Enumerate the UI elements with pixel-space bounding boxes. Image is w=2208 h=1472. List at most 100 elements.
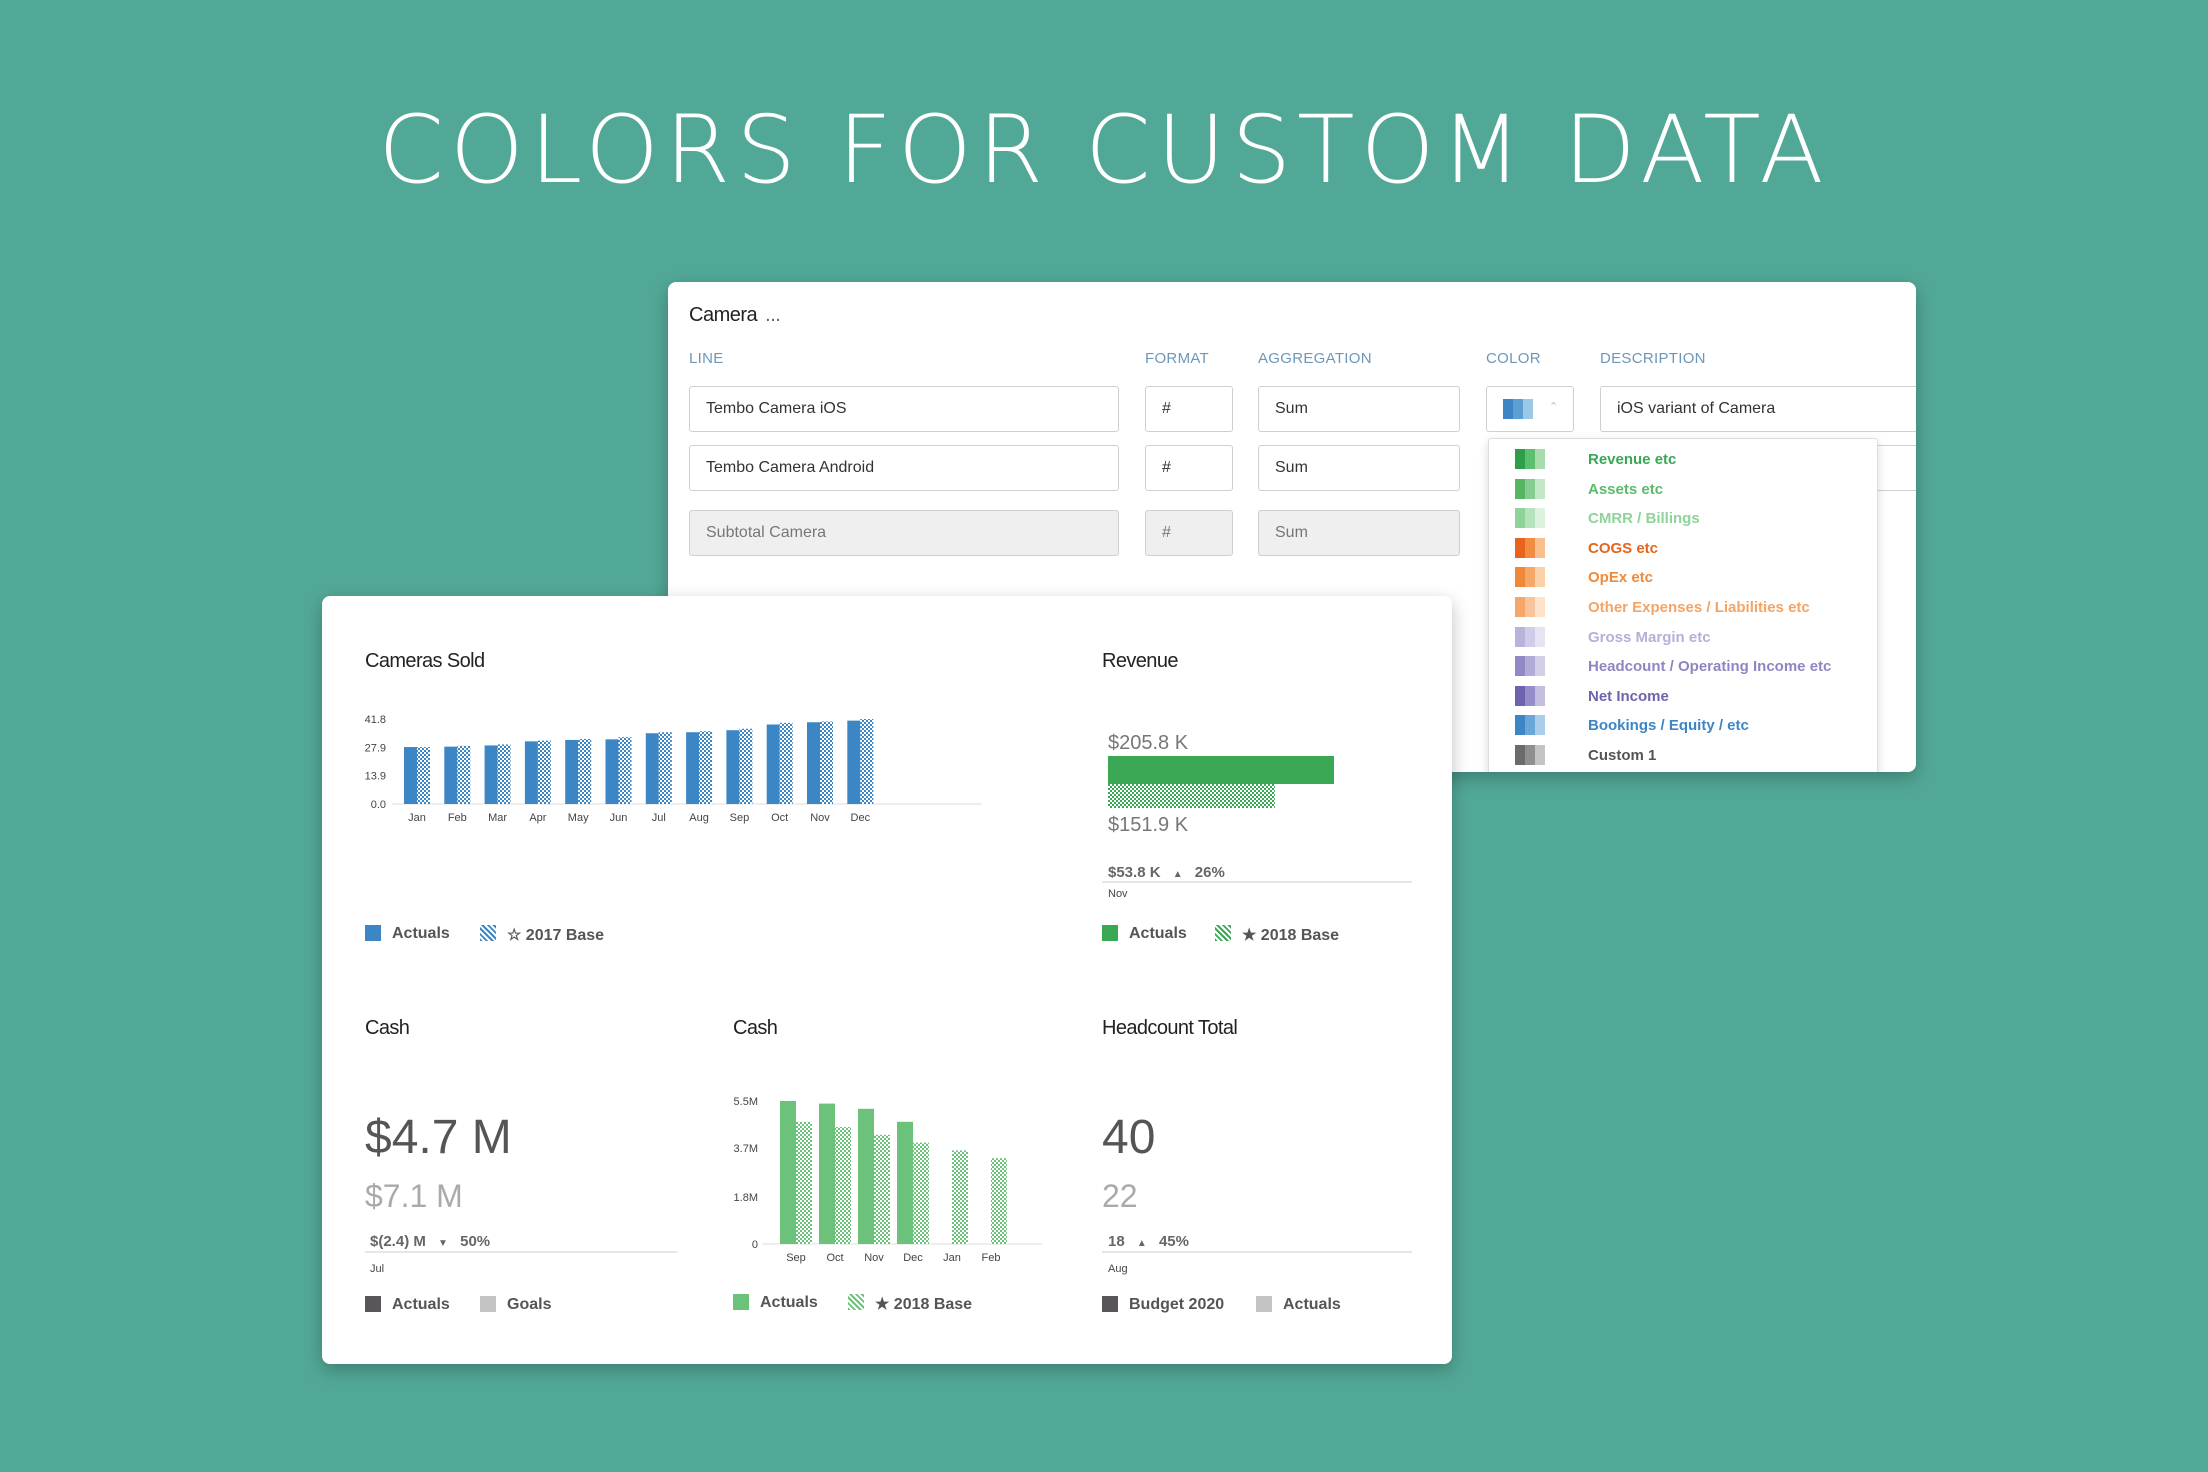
x-tick-label: Dec [903, 1252, 923, 1264]
color-option[interactable]: Custom 1 [1489, 741, 1877, 770]
bar-base [779, 722, 793, 804]
more-options-button[interactable]: ... [765, 304, 781, 326]
color-option[interactable]: CMRR / Billings [1489, 504, 1877, 533]
x-tick-label: Dec [851, 812, 871, 824]
column-header-aggregation: AGGREGATION [1258, 350, 1372, 367]
delta-value: $53.8 K [1108, 864, 1161, 881]
legend-label: Goals [507, 1296, 552, 1313]
legend-swatch-actuals [365, 925, 381, 941]
bar-base [417, 747, 430, 804]
bar-actuals [780, 1101, 796, 1244]
line-name-input[interactable]: Tembo Camera iOS [689, 386, 1119, 432]
aggregation-select[interactable]: Sum [1258, 445, 1460, 491]
swatch-color-1 [1515, 567, 1525, 588]
swatch-color-3 [1535, 715, 1545, 736]
swatch-color-3 [1535, 626, 1545, 647]
legend-swatch-base [848, 1294, 864, 1310]
format-input[interactable]: # [1145, 445, 1233, 491]
swatch-color-1 [1515, 745, 1525, 765]
description-input[interactable]: iOS variant of Camera [1600, 386, 1916, 432]
chart-title: Revenue [1102, 650, 1178, 672]
color-option-label: Net Income [1588, 687, 1669, 705]
color-option[interactable]: Bookings / Equity / etc [1489, 711, 1877, 740]
y-tick-label: 5.5M [734, 1096, 758, 1108]
bar-actuals [444, 746, 458, 804]
delta-percent: 50% [460, 1233, 491, 1250]
column-header-line: LINE [689, 350, 724, 367]
bar-base [835, 1127, 851, 1244]
format-input[interactable]: # [1145, 386, 1233, 432]
color-option[interactable]: Gross Margin etc [1489, 623, 1877, 652]
line-name-input[interactable]: Tembo Camera Android [689, 445, 1119, 491]
swatch-color-1 [1515, 715, 1525, 736]
bar-actuals [726, 730, 740, 804]
swatch-color-2 [1525, 656, 1535, 677]
swatch-color-1 [1515, 685, 1525, 706]
swatch-color-1 [1515, 449, 1525, 469]
divider [1102, 1251, 1412, 1253]
bar-base [699, 731, 713, 804]
bar-actuals [686, 732, 700, 804]
legend-label: ★ 2018 Base [1242, 927, 1340, 944]
legend-label: Actuals [392, 925, 450, 942]
color-option[interactable]: Revenue etc [1489, 445, 1877, 474]
chart-title: Headcount Total [1102, 1017, 1238, 1039]
x-tick-label: Aug [689, 812, 709, 824]
bar-actuals [766, 724, 780, 804]
period-label: Aug [1108, 1263, 1128, 1275]
color-option[interactable]: Assets etc [1489, 475, 1877, 504]
swatch-color-3 [1535, 685, 1545, 706]
y-tick-label: 3.7M [734, 1143, 758, 1155]
period-label: Nov [1108, 888, 1128, 900]
x-tick-label: Nov [864, 1252, 884, 1264]
color-option-label: Gross Margin etc [1588, 628, 1711, 646]
swatch-color-3 [1535, 745, 1545, 765]
bar-base [658, 732, 672, 804]
legend-swatch-budget [1102, 1296, 1118, 1312]
swatch-color-3 [1535, 656, 1545, 677]
column-header-description: DESCRIPTION [1600, 350, 1706, 367]
period-label: Jul [370, 1263, 385, 1275]
x-tick-label: Oct [826, 1252, 843, 1264]
x-tick-label: Jan [943, 1252, 961, 1264]
color-option[interactable]: OpEx etc [1489, 563, 1877, 592]
legend-swatch-actuals [1102, 925, 1118, 941]
headcount-budget-value: 40 [1102, 1111, 1156, 1164]
color-option[interactable]: Other Expenses / Liabilities etc [1489, 593, 1877, 622]
color-option-label: Bookings / Equity / etc [1588, 717, 1749, 735]
swatch-color-2 [1525, 685, 1535, 706]
revenue-base-value: $151.9 K [1108, 814, 1189, 836]
y-tick-label: 27.9 [365, 742, 386, 754]
bar-base [457, 745, 471, 804]
column-header-color: COLOR [1486, 350, 1541, 367]
bar-actuals [645, 733, 659, 804]
bar-actuals [1108, 756, 1334, 784]
color-option[interactable]: COGS etc [1489, 534, 1877, 563]
bar-base [874, 1134, 890, 1244]
swatch-color-2 [1525, 745, 1535, 765]
legend-swatch-base [480, 925, 496, 941]
cash-delta: $(2.4) M ▼ 50% [370, 1233, 490, 1250]
cameras-sold-chart: 0.0 13.9 27.9 41.8 Jan Feb Mar Apr May Jun Jul Aug S… [365, 714, 982, 824]
x-tick-label: Jun [610, 812, 628, 824]
color-picker-button[interactable]: ⌃ [1486, 386, 1574, 432]
headcount-delta: 18 ▲ 45% [1108, 1233, 1189, 1250]
bar-base [796, 1121, 812, 1244]
bar-base [497, 744, 511, 804]
color-option[interactable]: Headcount / Operating Income etc [1489, 652, 1877, 681]
color-option[interactable]: Net Income [1489, 682, 1877, 711]
swatch-color-2 [1525, 449, 1535, 469]
delta-percent: 26% [1194, 864, 1225, 881]
y-tick-label: 13.9 [365, 771, 386, 783]
cash-goal-value: $7.1 M [365, 1178, 463, 1214]
aggregation-select[interactable]: Sum [1258, 386, 1460, 432]
swatch-color-2 [1513, 399, 1523, 419]
swatch-color-1 [1515, 656, 1525, 677]
swatch-color-3 [1523, 399, 1533, 419]
swatch-color-1 [1515, 478, 1525, 499]
legend-swatch-goals [480, 1296, 496, 1312]
legend-label: Budget 2020 [1129, 1296, 1225, 1313]
x-tick-label: Jan [408, 812, 426, 824]
bar-actuals [897, 1121, 913, 1244]
color-option-label: Other Expenses / Liabilities etc [1588, 599, 1810, 616]
